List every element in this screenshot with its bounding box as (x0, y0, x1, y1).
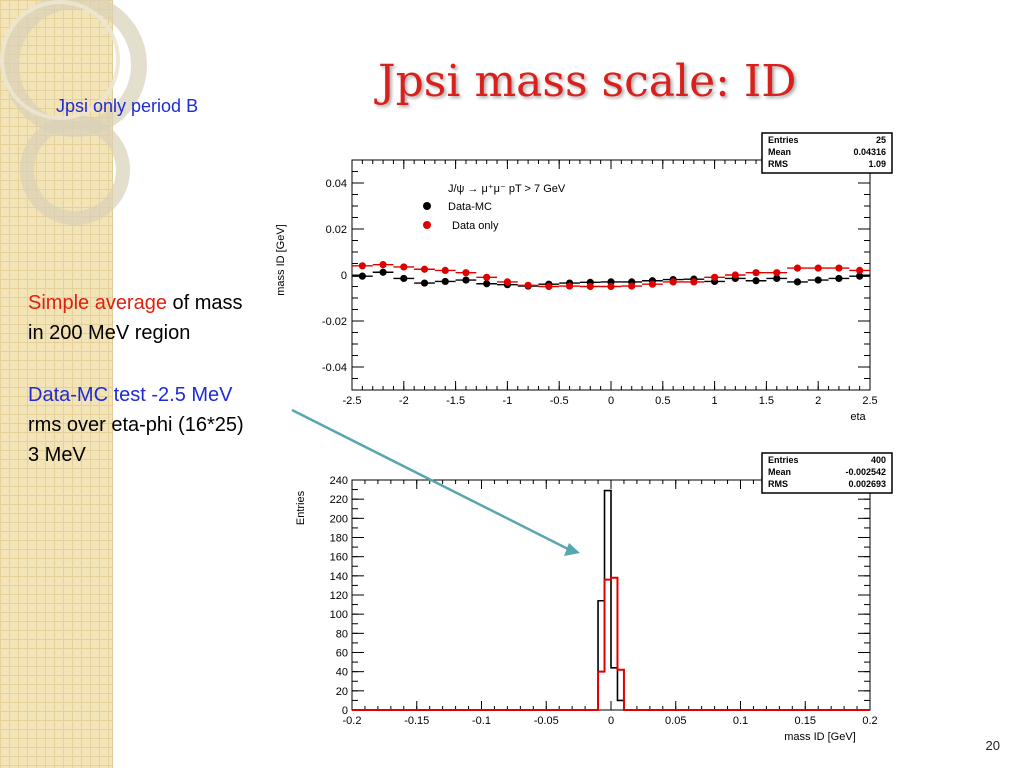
note-region: in 200 MeV region (28, 322, 191, 344)
stats1-rms-value: 1.09 (868, 159, 886, 169)
point-data-mc (835, 274, 843, 283)
stats1-mean-value: 0.04316 (853, 147, 886, 157)
plot1-ylabel: mass ID [GeV] (275, 224, 287, 296)
plot1-frame (351, 159, 871, 391)
point-data-only (793, 264, 802, 272)
point-data-only (400, 263, 408, 271)
point-data-only (690, 278, 698, 286)
x-tick-label: 1 (712, 395, 718, 407)
point-data-only (462, 269, 470, 277)
legend-label-data-mc: Data-MC (448, 201, 492, 213)
x-tick-label: 2.5 (862, 395, 877, 407)
legend-header: J/ψ → μ⁺μ⁻ pT > 7 GeV (448, 183, 566, 195)
x-tick-label: -1.5 (446, 395, 465, 407)
plot1-xlabel: eta (850, 411, 866, 423)
stats1-rms-label: RMS (768, 159, 788, 169)
point-data-mc (814, 276, 822, 284)
y-tick-label: 0.04 (326, 178, 347, 190)
point-data-only (628, 282, 636, 290)
point-data-only (648, 280, 657, 288)
point-data-mc (793, 278, 802, 286)
plot1-stats-box: Entries 25 Mean 0.04316 RMS 1.09 (761, 132, 893, 174)
note-rms: rms over eta-phi (16*25) (28, 414, 244, 436)
point-data-only (773, 269, 781, 277)
slide-title: Jpsi mass scale: ID (378, 56, 797, 107)
x-tick-label: -2.5 (343, 395, 362, 407)
decorative-rings (0, 0, 147, 225)
point-data-only (814, 264, 822, 272)
x-tick-label: 0.5 (655, 395, 670, 407)
y-tick-label: -0.02 (322, 316, 347, 328)
point-data-mc (441, 277, 449, 286)
stats1-entries-value: 25 (876, 135, 886, 145)
x-tick-label: 1.5 (759, 395, 774, 407)
point-data-only (545, 282, 553, 291)
page-number: 20 (985, 738, 1000, 753)
point-data-mc (483, 280, 491, 288)
point-data-only (441, 266, 449, 274)
point-data-mc (462, 276, 470, 284)
point-data-mc (379, 268, 387, 276)
point-data-only (835, 264, 843, 272)
x-tick-label: 2 (815, 395, 821, 407)
x-tick-label: -0.5 (550, 395, 569, 407)
x-tick-label: -1 (503, 395, 513, 407)
stats1-entries-label: Entries (768, 135, 799, 145)
point-data-only (565, 282, 574, 290)
point-data-only (420, 265, 429, 273)
y-tick-label: 0 (341, 270, 347, 282)
point-data-only (669, 278, 677, 286)
point-data-only (503, 278, 511, 286)
note-simple-average: Simple average of mass (28, 288, 243, 318)
note-3mev: 3 MeV (28, 444, 86, 466)
note-data-mc-test: Data-MC test -2.5 MeV (28, 384, 233, 406)
point-data-only (483, 273, 491, 281)
plot1-legend: J/ψ → μ⁺μ⁻ pT > 7 GeV Data-MC Data only (423, 183, 566, 232)
point-data-mc (400, 274, 408, 283)
point-data-only (607, 282, 615, 291)
y-tick-label: -0.04 (322, 362, 347, 374)
x-tick-label: 0 (608, 395, 614, 407)
y-tick-label: 0.02 (326, 224, 347, 236)
point-data-only (752, 269, 760, 277)
point-data-only (358, 262, 366, 270)
point-data-only (379, 261, 387, 269)
point-data-only (731, 271, 739, 279)
note-red-text: Simple average (28, 292, 167, 314)
note-black-text: of mass (166, 292, 243, 314)
point-data-only (711, 273, 719, 281)
point-data-mc (856, 272, 864, 280)
point-data-mc (752, 277, 760, 285)
legend-marker-data-mc (423, 202, 431, 210)
point-data-mc (358, 272, 366, 280)
point-data-mc (420, 279, 429, 287)
stats1-mean-label: Mean (768, 147, 791, 157)
point-data-only (586, 282, 594, 291)
point-data-only (524, 281, 532, 289)
point-data-only (856, 266, 864, 274)
legend-label-data-only: Data only (452, 220, 499, 232)
legend-marker-data-only (423, 221, 431, 229)
point-data-mc (773, 274, 781, 283)
slide-subtitle: Jpsi only period B (56, 96, 199, 116)
x-tick-label: -2 (399, 395, 409, 407)
